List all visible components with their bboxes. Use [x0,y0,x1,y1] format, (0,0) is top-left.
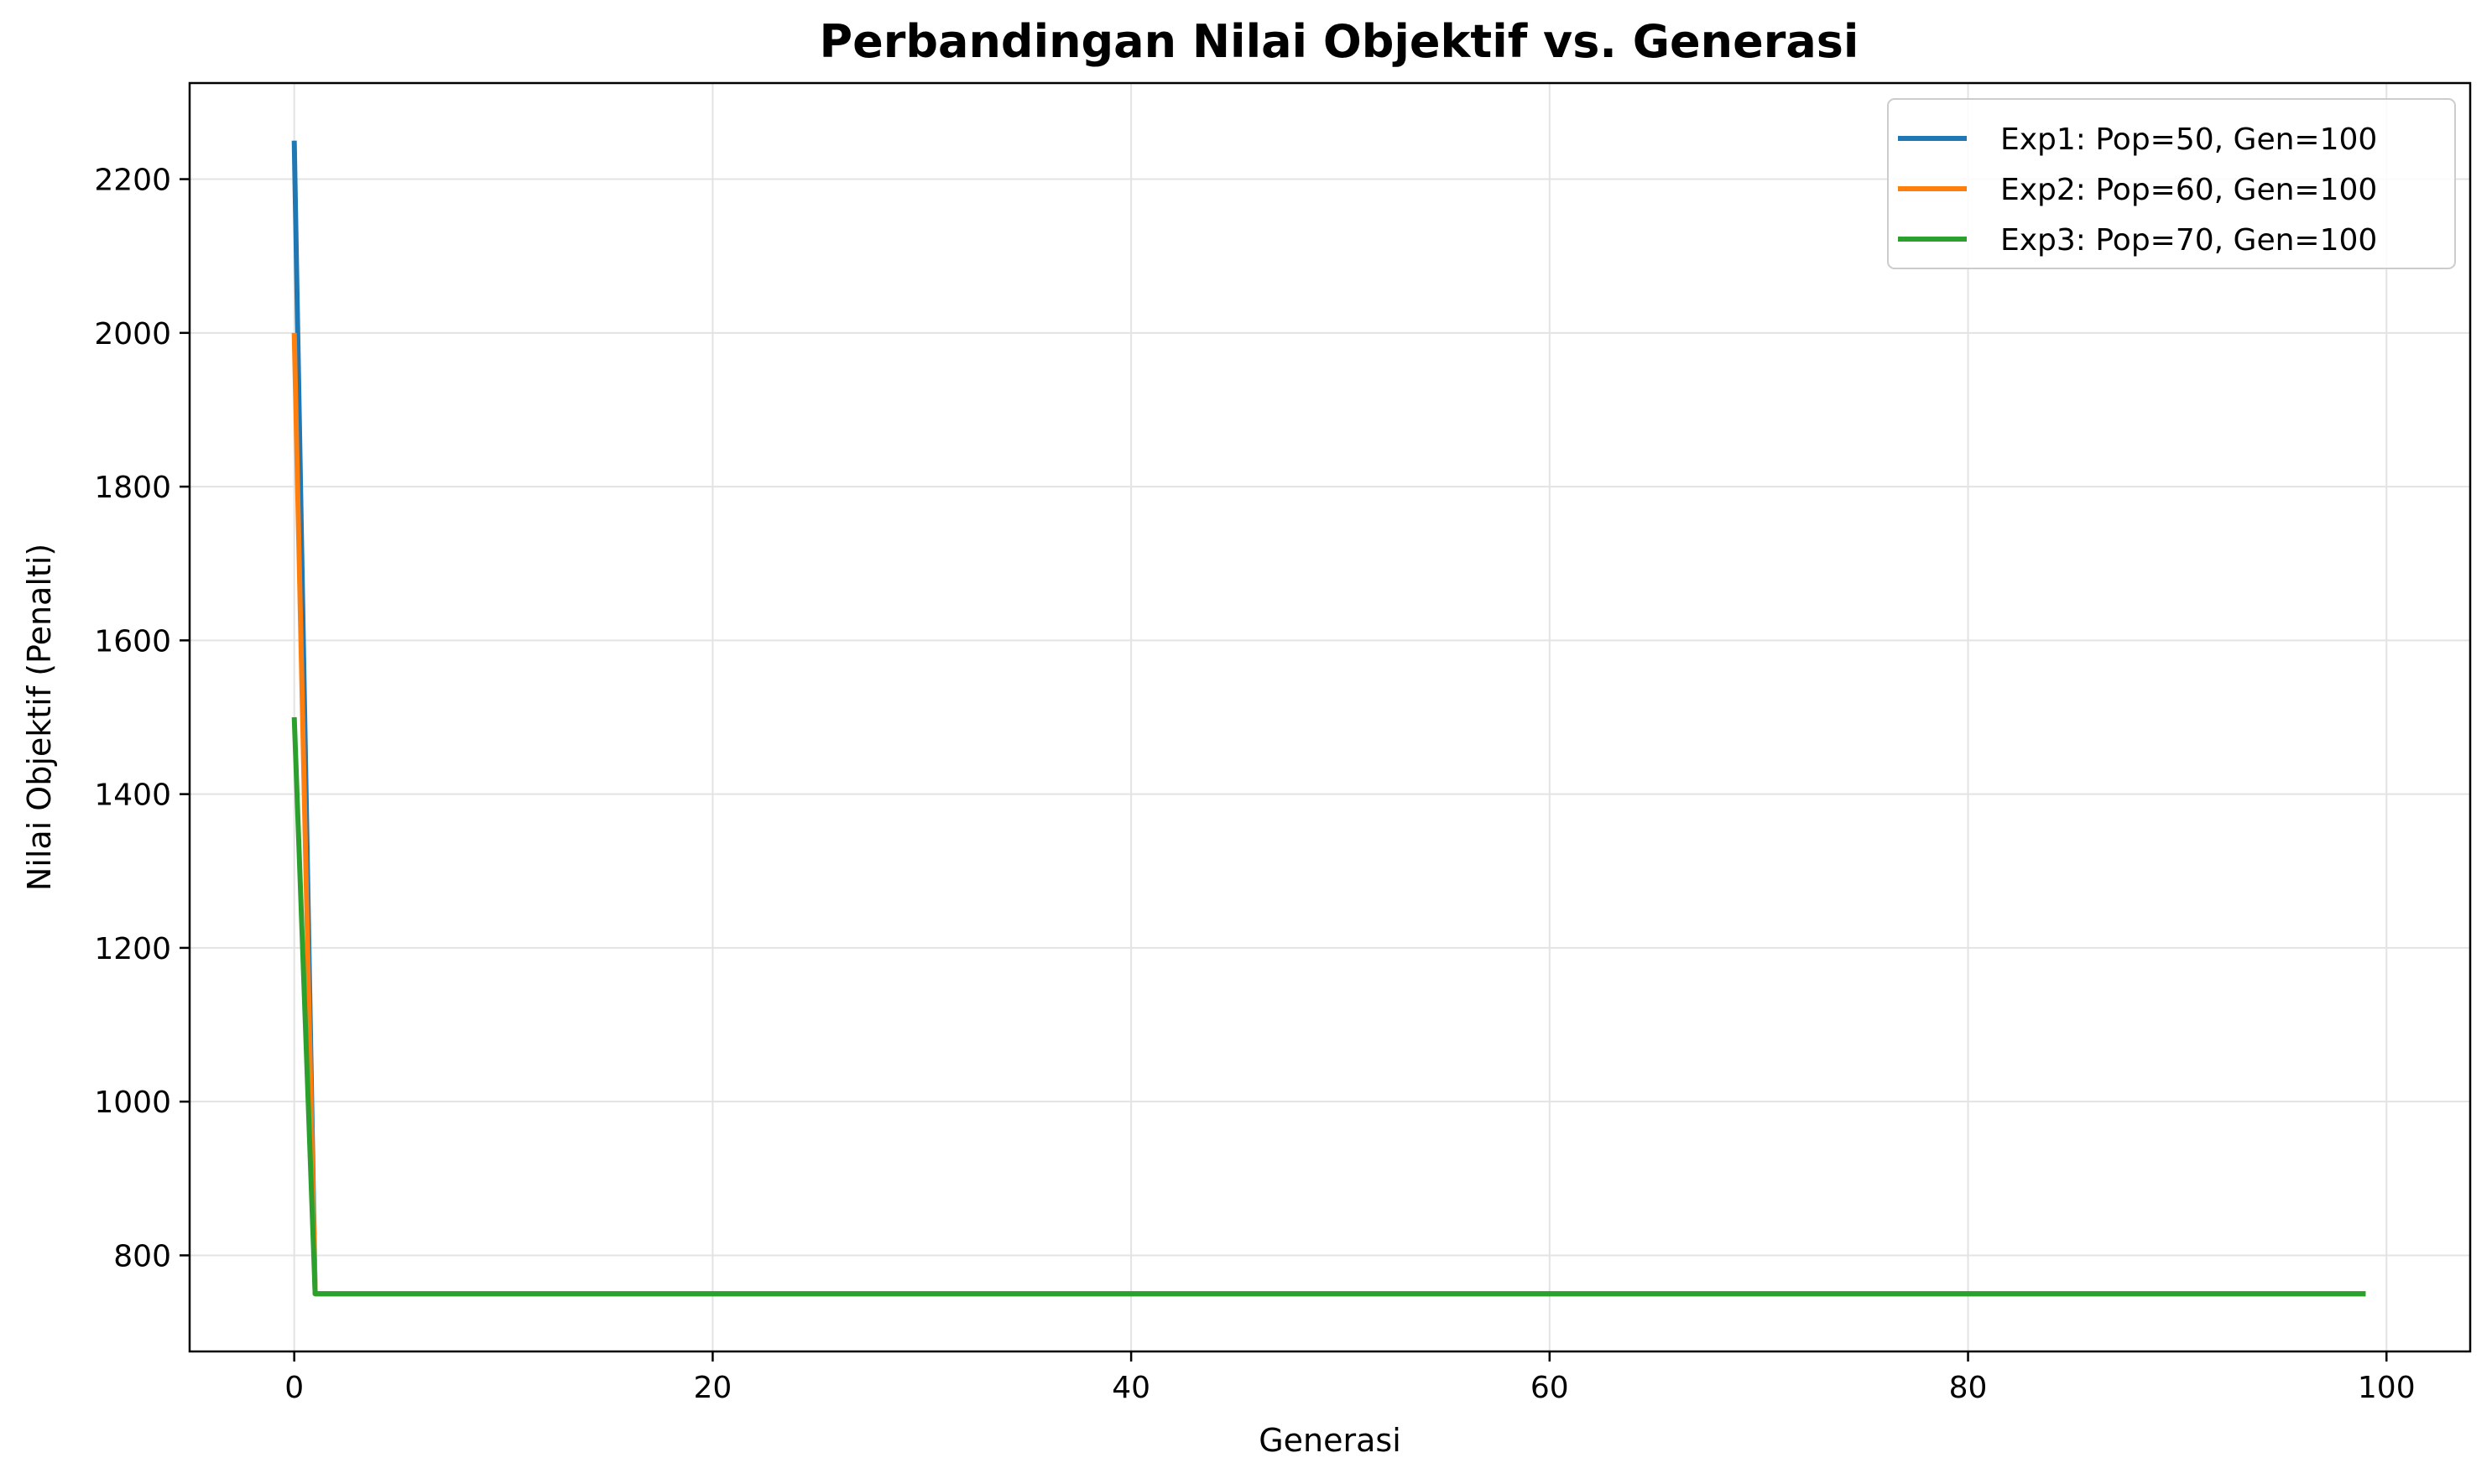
y-tick-label: 1000 [94,1086,171,1120]
y-tick-label: 1200 [94,932,171,966]
x-tick-label: 100 [2358,1371,2416,1405]
x-tick-label: 80 [1949,1371,1988,1405]
plot-area-frame [188,81,2472,1353]
y-axis-label: Nilai Objektif (Penalti) [21,544,58,891]
y-tick-label: 2000 [94,317,171,351]
axis-ticks: 0 20 40 60 80 100 800 1000 1200 1400 1600 1800 2000 2… [94,164,2415,1405]
legend-box [1887,98,2456,269]
legend: Exp1: Pop=50, Gen=100 Exp2: Pop=60, Gen=1… [1887,98,2456,269]
grid [190,83,2470,1351]
chart-title: Perbandingan Nilai Objektif vs. Generasi [820,15,1859,68]
legend-label: Exp1: Pop=50, Gen=100 [2000,122,2377,157]
y-tick-label: 1600 [94,624,171,659]
legend-label: Exp3: Pop=70, Gen=100 [2000,223,2377,258]
series-line-exp3 [291,716,2366,1297]
x-tick-label: 0 [284,1371,304,1405]
x-axis-label: Generasi [1259,1422,1401,1459]
series-lines [291,140,2366,1297]
y-tick-label: 1400 [94,778,171,813]
x-tick-label: 20 [693,1371,732,1405]
y-tick-label: 2200 [94,164,171,198]
x-tick-label: 40 [1112,1371,1150,1405]
y-tick-label: 800 [113,1239,171,1273]
y-tick-label: 1800 [94,471,171,505]
x-tick-label: 60 [1530,1371,1569,1405]
legend-label: Exp2: Pop=60, Gen=100 [2000,173,2377,207]
